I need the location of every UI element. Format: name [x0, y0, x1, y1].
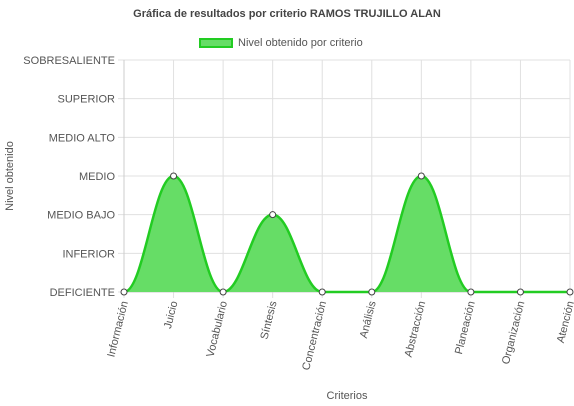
series-points	[120, 172, 574, 296]
legend-swatch	[199, 38, 233, 48]
y-tick-labels: DEFICIENTE INFERIOR MEDIO BAJO MEDIO MEDIO A…	[23, 55, 115, 299]
y-tick-label: SOBRESALIENTE	[23, 55, 115, 67]
data-point[interactable]	[467, 288, 475, 296]
x-tick-label: Vocabulario	[204, 300, 230, 359]
series-area	[123, 174, 570, 294]
x-tick-label: Concentración	[300, 300, 329, 372]
data-point[interactable]	[566, 288, 574, 296]
x-tick-label: Abstracción	[403, 300, 429, 359]
x-tick-label: Juicio	[162, 300, 180, 330]
series-fill	[124, 176, 570, 292]
x-axis-label: Criterios	[327, 390, 368, 402]
y-tick-label: MEDIO ALTO	[49, 132, 116, 144]
data-point[interactable]	[318, 288, 326, 296]
x-tick-label: Información	[105, 300, 131, 359]
data-point[interactable]	[170, 172, 178, 180]
y-tick-label: INFERIOR	[62, 248, 115, 260]
legend[interactable]: Nivel obtenido por criterio	[199, 37, 363, 49]
legend-label: Nivel obtenido por criterio	[238, 37, 363, 49]
x-tick-labels: Información Juicio Vocabulario Síntesis Conc…	[105, 299, 574, 371]
data-point[interactable]	[269, 211, 277, 219]
y-axis-label: Nivel obtenido	[4, 141, 16, 211]
y-tick-label: SUPERIOR	[58, 94, 116, 106]
data-point[interactable]	[516, 288, 524, 296]
data-point[interactable]	[219, 288, 227, 296]
data-point[interactable]	[417, 172, 425, 180]
data-point[interactable]	[368, 288, 376, 296]
x-tick-label: Análisis	[358, 299, 379, 339]
data-point[interactable]	[120, 288, 128, 296]
x-tick-label: Organización	[500, 300, 527, 366]
x-tick-label: Planeación	[453, 300, 478, 356]
x-tick-label: Síntesis	[258, 299, 279, 340]
y-tick-label: DEFICIENTE	[50, 287, 115, 299]
y-tick-label: MEDIO BAJO	[47, 210, 115, 222]
chart-title: Gráfica de resultados por criterio RAMOS…	[133, 8, 441, 20]
x-tick-label: Atención	[555, 300, 574, 344]
y-tick-label: MEDIO	[79, 171, 116, 183]
